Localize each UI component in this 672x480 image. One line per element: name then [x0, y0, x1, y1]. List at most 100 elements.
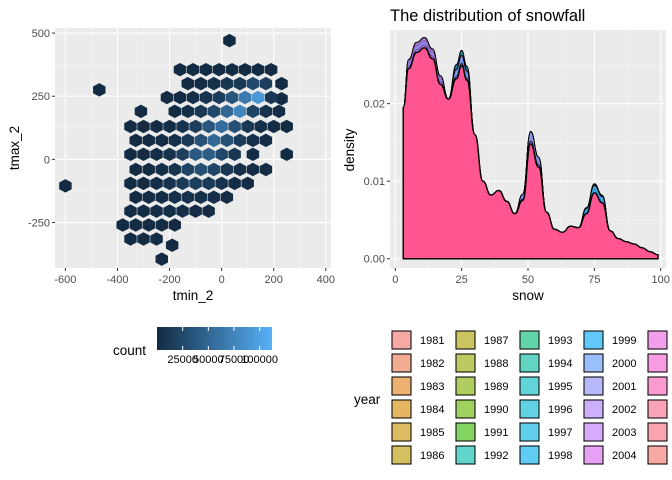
- year-legend-label: 2004: [612, 450, 636, 462]
- hex-cell: [124, 176, 137, 191]
- hex-cell: [194, 104, 208, 119]
- hex-cell: [241, 119, 255, 134]
- hex-cell: [233, 162, 247, 177]
- hex-cell: [220, 162, 234, 177]
- hex-cell: [129, 218, 143, 233]
- hex-cell: [58, 178, 72, 193]
- hex-cell: [215, 119, 229, 134]
- hex-cell: [259, 104, 273, 119]
- hex-cell: [155, 252, 169, 267]
- hex-cell: [150, 204, 164, 219]
- hex-cell: [137, 176, 150, 191]
- hex-cell: [124, 147, 137, 162]
- hex-cell: [222, 33, 236, 48]
- hex-cell: [215, 176, 229, 191]
- year-legend-label: 1984: [420, 404, 444, 416]
- hex-cell: [186, 62, 200, 77]
- hex-cell: [233, 76, 247, 91]
- hexbin-panel: -600 -400 -200 0 200 400 -250 0 250 500 tmin_2 t…: [7, 28, 335, 366]
- hex-cell: [155, 162, 169, 177]
- hex-cell: [160, 90, 174, 105]
- hex-cell: [238, 90, 252, 105]
- density-y-tick-label: 0.01: [364, 176, 385, 188]
- year-legend-key: [647, 422, 668, 442]
- hex-cell: [233, 104, 247, 119]
- year-legend-key: [583, 422, 604, 442]
- hexbin-x-tick-label: -200: [159, 274, 181, 286]
- hex-cell: [137, 119, 150, 134]
- hex-cell: [168, 162, 182, 177]
- hex-cell: [199, 62, 213, 77]
- hex-cell: [264, 62, 278, 77]
- hex-cell: [189, 147, 203, 162]
- year-legend-label: 1989: [484, 381, 508, 393]
- year-legend-label: 2000: [612, 358, 636, 370]
- year-legend-label: 1995: [548, 381, 572, 393]
- year-legend-keys: 1981 1982 1983 1984 1985 1986 1987 1988 1989 1990…: [391, 330, 668, 465]
- year-legend-label: 1981: [420, 335, 444, 347]
- year-legend-label: 2003: [612, 427, 636, 439]
- hex-cell: [173, 90, 187, 105]
- hex-cell: [129, 133, 143, 148]
- year-legend-key: [391, 399, 412, 419]
- hexbin-cells: [58, 33, 294, 267]
- colorbar-tick-label: 50000: [193, 354, 224, 366]
- hex-cell: [155, 218, 169, 233]
- hex-cell: [150, 147, 164, 162]
- year-legend-key: [647, 376, 668, 396]
- year-legend-key: [583, 445, 604, 465]
- density-plot-title: The distribution of snowfall: [390, 7, 585, 25]
- hex-cell: [207, 76, 221, 91]
- colorbar-tick-label: 100000: [241, 354, 278, 366]
- hex-cell: [264, 90, 278, 105]
- hex-cell: [168, 218, 182, 233]
- hexbin-y-axis-title: tmax_2: [7, 126, 22, 170]
- hex-cell: [168, 133, 182, 148]
- hex-cell: [275, 76, 288, 91]
- hexbin-x-tick-label: 0: [219, 274, 225, 286]
- hexbin-x-ticks: -600 -400 -200 0 200 400: [54, 268, 335, 286]
- year-legend-key: [583, 376, 604, 396]
- year-legend-key: [583, 353, 604, 373]
- hex-cell: [225, 62, 239, 77]
- year-legend-key: [455, 422, 476, 442]
- year-legend-key: [519, 399, 540, 419]
- year-legend-key: [519, 445, 540, 465]
- hex-cell: [150, 119, 164, 134]
- density-x-tick-label: 75: [588, 274, 600, 286]
- hex-cell: [228, 176, 242, 191]
- density-x-tick-label: 25: [456, 274, 468, 286]
- year-legend-key: [455, 353, 476, 373]
- hex-cell: [241, 176, 255, 191]
- hexbin-x-axis-title: tmin_2: [173, 288, 214, 303]
- density-x-tick-label: 50: [522, 274, 534, 286]
- hex-cell: [124, 204, 137, 219]
- density-x-ticks: 0 25 50 75 100: [392, 268, 670, 286]
- hexbin-x-tick-label: 400: [317, 274, 335, 286]
- density-curves: [402, 36, 659, 260]
- hex-cell: [246, 133, 260, 148]
- hex-cell: [186, 90, 200, 105]
- year-legend-label: 1996: [548, 404, 572, 416]
- hex-cell: [220, 190, 234, 205]
- hex-cell: [137, 204, 150, 219]
- hex-cell: [202, 119, 216, 134]
- hex-cell: [176, 119, 190, 134]
- hex-cell: [150, 176, 164, 191]
- hex-cell: [150, 231, 164, 246]
- year-legend-label: 1988: [484, 358, 508, 370]
- hexbin-x-tick-label: 200: [265, 274, 283, 286]
- hex-cell: [163, 147, 177, 162]
- hex-cell: [202, 147, 216, 162]
- colorbar-tick-label: 25000: [167, 354, 198, 366]
- density-area-front: [402, 47, 659, 260]
- hex-cell: [246, 147, 260, 162]
- hex-cell: [280, 119, 294, 134]
- hex-cell: [163, 176, 177, 191]
- hex-cell: [212, 62, 226, 77]
- hex-cell: [220, 133, 234, 148]
- year-legend-label: 1985: [420, 427, 444, 439]
- year-legend-label: 1987: [484, 335, 508, 347]
